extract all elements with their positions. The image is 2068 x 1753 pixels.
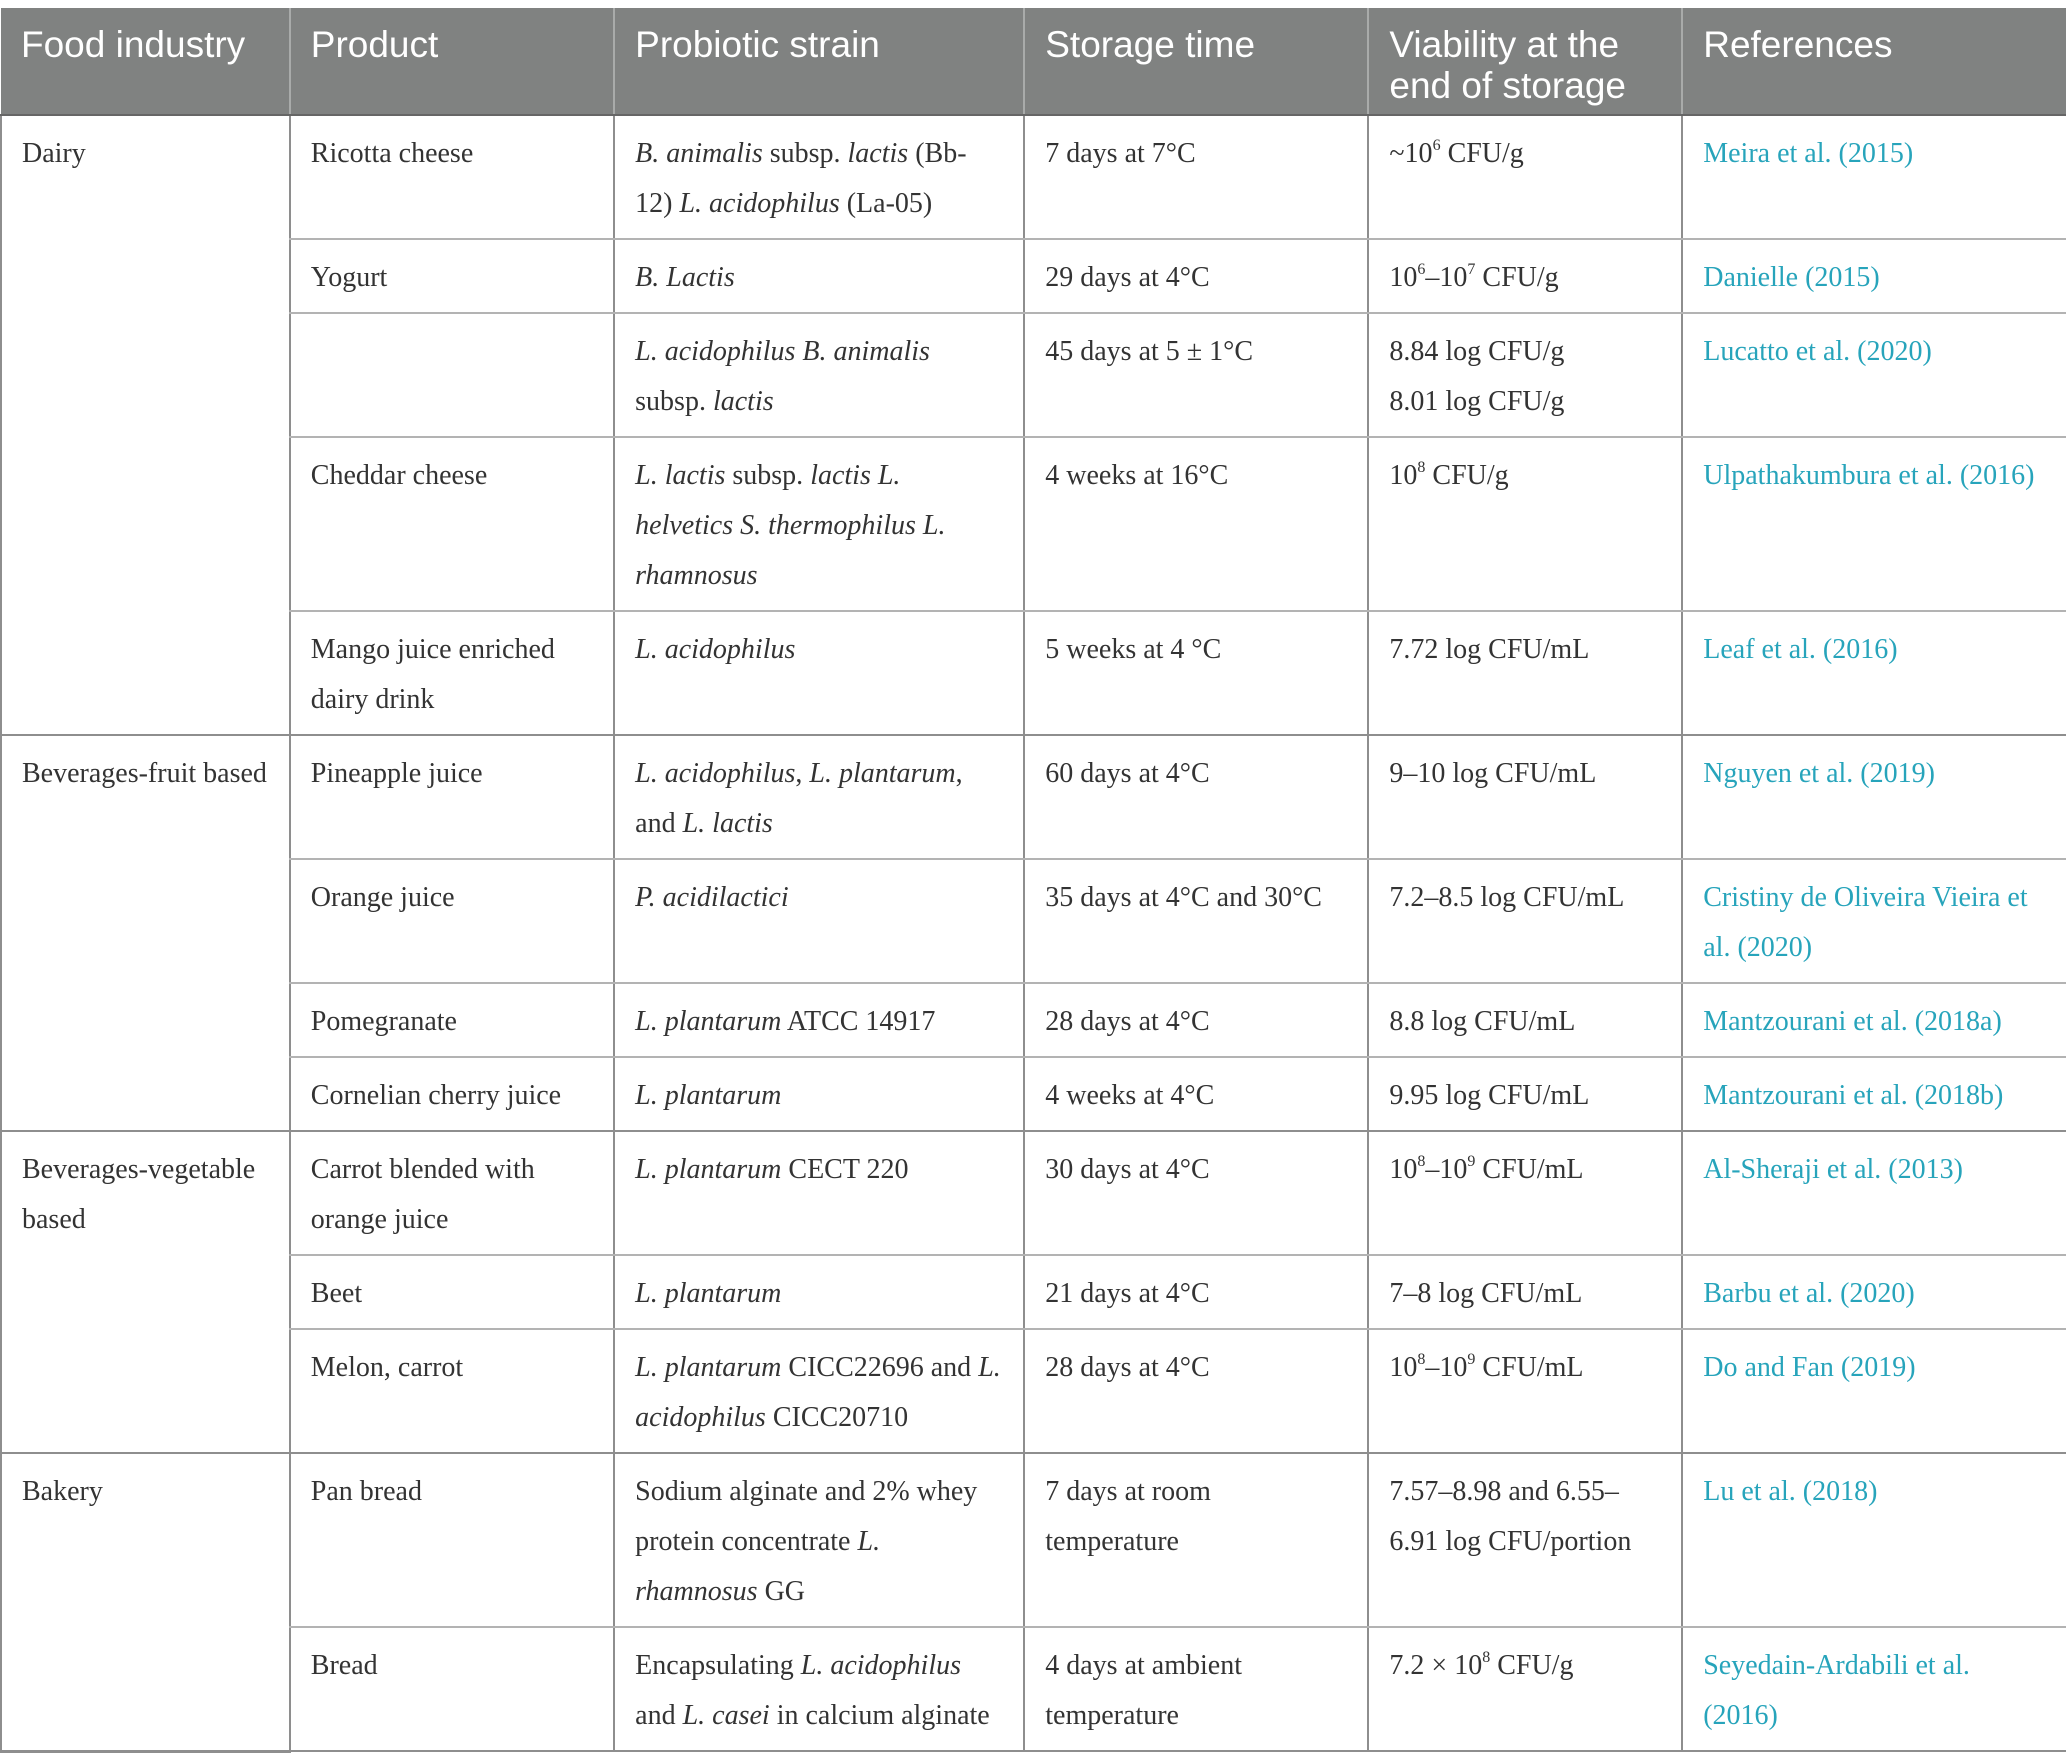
cell-reference-link[interactable]: Mantzourani et al. (2018a): [1681, 983, 2066, 1058]
cell-food-industry: Dairy: [0, 115, 290, 736]
cell-reference-link[interactable]: Do and Fan (2019): [1681, 1329, 2066, 1454]
col-header-references: References: [1681, 8, 2066, 116]
cell-probiotic-strain: L. acidophilus: [613, 611, 1025, 736]
cell-reference-link[interactable]: Cristiny de Oliveira Vieira et al. (2020…: [1681, 859, 2066, 984]
col-header-viability: Viability at the end of storage: [1367, 8, 1683, 116]
cell-viability: ~106 CFU/g: [1367, 115, 1683, 240]
cell-probiotic-strain: L. plantarum CECT 220: [613, 1131, 1025, 1256]
cell-probiotic-strain: B. animalis subsp. lactis (Bb-12) L. aci…: [613, 115, 1025, 240]
cell-product: Mango juice enriched dairy drink: [288, 611, 615, 736]
cell-reference-link[interactable]: Al-Sheraji et al. (2013): [1681, 1131, 2066, 1256]
cell-probiotic-strain: L. lactis subsp. lactis L. helvetics S. …: [613, 437, 1025, 612]
cell-viability: 108–109 CFU/mL: [1367, 1329, 1683, 1454]
cell-reference-link[interactable]: Lu et al. (2018): [1681, 1453, 2066, 1628]
cell-viability: 9.95 log CFU/mL: [1367, 1057, 1683, 1132]
table-row: Beverages-vegetable based Carrot blended …: [0, 1131, 2066, 1454]
cell-reference-link[interactable]: Lucatto et al. (2020): [1681, 313, 2066, 438]
cell-product: Ricotta cheese: [288, 115, 615, 240]
cell-viability: 7.57–8.98 and 6.55–6.91 log CFU/portion: [1367, 1453, 1683, 1628]
cell-probiotic-strain: L. plantarum CICC22696 and L. acidophilu…: [613, 1329, 1025, 1454]
cell-probiotic-strain: L. plantarum: [613, 1255, 1025, 1330]
cell-reference-link[interactable]: Mantzourani et al. (2018b): [1681, 1057, 2066, 1132]
cell-viability: 108 CFU/g: [1367, 437, 1683, 612]
cell-storage-time: 30 days at 4°C: [1023, 1131, 1369, 1256]
cell-product: Cornelian cherry juice: [288, 1057, 615, 1132]
table-row: Bread Encapsulating L. acidophilus and L.…: [1, 1627, 2066, 1752]
header-row: Food industry Product Probiotic strain S…: [1, 8, 2066, 116]
cell-viability: 8.8 log CFU/mL: [1367, 983, 1683, 1058]
cell-reference-link[interactable]: Nguyen et al. (2019): [1681, 735, 2066, 860]
cell-storage-time: 7 days at 7°C: [1023, 115, 1369, 240]
table-row: Cornelian cherry juice L. plantarum 4 week…: [1, 1057, 2066, 1132]
col-header-product: Product: [288, 8, 615, 116]
cell-viability: 7.2–8.5 log CFU/mL: [1367, 859, 1683, 984]
cell-product: Melon, carrot: [288, 1329, 615, 1454]
cell-reference-link[interactable]: Seyedain-Ardabili et al. (2016): [1681, 1627, 2066, 1752]
cell-storage-time: 60 days at 4°C: [1023, 735, 1369, 860]
cell-product: Pineapple juice: [288, 735, 615, 860]
table-row: Bakery Pan bread Sodium alginate and 2% wh…: [0, 1453, 2066, 1753]
cell-viability: 7.72 log CFU/mL: [1367, 611, 1683, 736]
table-row: Beet L. plantarum 21 days at 4°C 7–8 log CF…: [1, 1255, 2066, 1330]
cell-probiotic-strain: B. Lactis: [613, 239, 1025, 314]
table-row: Dairy Ricotta cheese B. animalis subsp. la…: [0, 115, 2066, 736]
cell-viability: 7–8 log CFU/mL: [1367, 1255, 1683, 1330]
table-row: Melon, carrot L. plantarum CICC22696 and …: [1, 1329, 2066, 1454]
table-row: Pomegranate L. plantarum ATCC 14917 28 day…: [1, 983, 2066, 1058]
cell-viability: 8.84 log CFU/g 8.01 log CFU/g: [1367, 313, 1683, 438]
cell-probiotic-strain: L. plantarum: [613, 1057, 1025, 1132]
cell-food-industry: Beverages-vegetable based: [0, 1131, 290, 1454]
cell-probiotic-strain: P. acidilactici: [613, 859, 1025, 984]
col-header-storage-time: Storage time: [1023, 8, 1369, 116]
cell-reference-link[interactable]: Barbu et al. (2020): [1681, 1255, 2066, 1330]
table-row: Cheddar cheese L. lactis subsp. lactis L.…: [1, 437, 2066, 612]
cell-product: Cheddar cheese: [288, 437, 615, 612]
cell-storage-time: 4 days at ambient temperature: [1023, 1627, 1369, 1752]
cell-product: Carrot blended with orange juice: [288, 1131, 615, 1256]
cell-product: Yogurt: [288, 239, 615, 314]
cell-probiotic-strain: Sodium alginate and 2% whey protein conc…: [613, 1453, 1025, 1628]
cell-storage-time: 4 weeks at 4°C: [1023, 1057, 1369, 1132]
table-row: Yogurt B. Lactis 29 days at 4°C 106–107 CFU…: [1, 239, 2066, 314]
cell-storage-time: 5 weeks at 4 °C: [1023, 611, 1369, 736]
cell-probiotic-strain: L. acidophilus, L. plantarum, and L. lac…: [613, 735, 1025, 860]
cell-viability: 106–107 CFU/g: [1367, 239, 1683, 314]
table-row: L. acidophilus B. animalis subsp. lactis…: [1, 313, 2066, 438]
cell-reference-link[interactable]: Meira et al. (2015): [1681, 115, 2066, 240]
cell-product: Pan bread: [288, 1453, 615, 1628]
cell-viability: 108–109 CFU/mL: [1367, 1131, 1683, 1256]
cell-product: [288, 313, 615, 438]
table-body: Dairy Ricotta cheese B. animalis subsp. la…: [0, 115, 2066, 1753]
probiotic-table: Food industry Product Probiotic strain S…: [0, 8, 2066, 1753]
cell-probiotic-strain: L. acidophilus B. animalis subsp. lactis: [613, 313, 1025, 438]
cell-reference-link[interactable]: Leaf et al. (2016): [1681, 611, 2066, 736]
cell-storage-time: 4 weeks at 16°C: [1023, 437, 1369, 612]
col-header-probiotic-strain: Probiotic strain: [613, 8, 1025, 116]
cell-viability: 9–10 log CFU/mL: [1367, 735, 1683, 860]
cell-storage-time: 29 days at 4°C: [1023, 239, 1369, 314]
cell-food-industry: Beverages-fruit based: [0, 735, 290, 1132]
cell-storage-time: 28 days at 4°C: [1023, 1329, 1369, 1454]
cell-probiotic-strain: L. plantarum ATCC 14917: [613, 983, 1025, 1058]
table-row: Beverages-fruit based Pineapple juice L. a…: [0, 735, 2066, 1132]
cell-storage-time: 35 days at 4°C and 30°C: [1023, 859, 1369, 984]
cell-storage-time: 45 days at 5 ± 1°C: [1023, 313, 1369, 438]
cell-reference-link[interactable]: Ulpathakumbura et al. (2016): [1681, 437, 2066, 612]
cell-product: Beet: [288, 1255, 615, 1330]
cell-reference-link[interactable]: Danielle (2015): [1681, 239, 2066, 314]
col-header-food-industry: Food industry: [1, 8, 290, 116]
cell-storage-time: 21 days at 4°C: [1023, 1255, 1369, 1330]
cell-storage-time: 7 days at room temperature: [1023, 1453, 1369, 1628]
table-row: Mango juice enriched dairy drink L. acido…: [1, 611, 2066, 736]
table-row: Orange juice P. acidilactici 35 days at 4°…: [1, 859, 2066, 984]
cell-probiotic-strain: Encapsulating L. acidophilus and L. case…: [613, 1627, 1025, 1752]
cell-food-industry: Bakery: [0, 1453, 290, 1753]
cell-product: Pomegranate: [288, 983, 615, 1058]
cell-storage-time: 28 days at 4°C: [1023, 983, 1369, 1058]
cell-product: Orange juice: [288, 859, 615, 984]
cell-viability: 7.2 × 108 CFU/g: [1367, 1627, 1683, 1752]
cell-product: Bread: [288, 1627, 615, 1752]
